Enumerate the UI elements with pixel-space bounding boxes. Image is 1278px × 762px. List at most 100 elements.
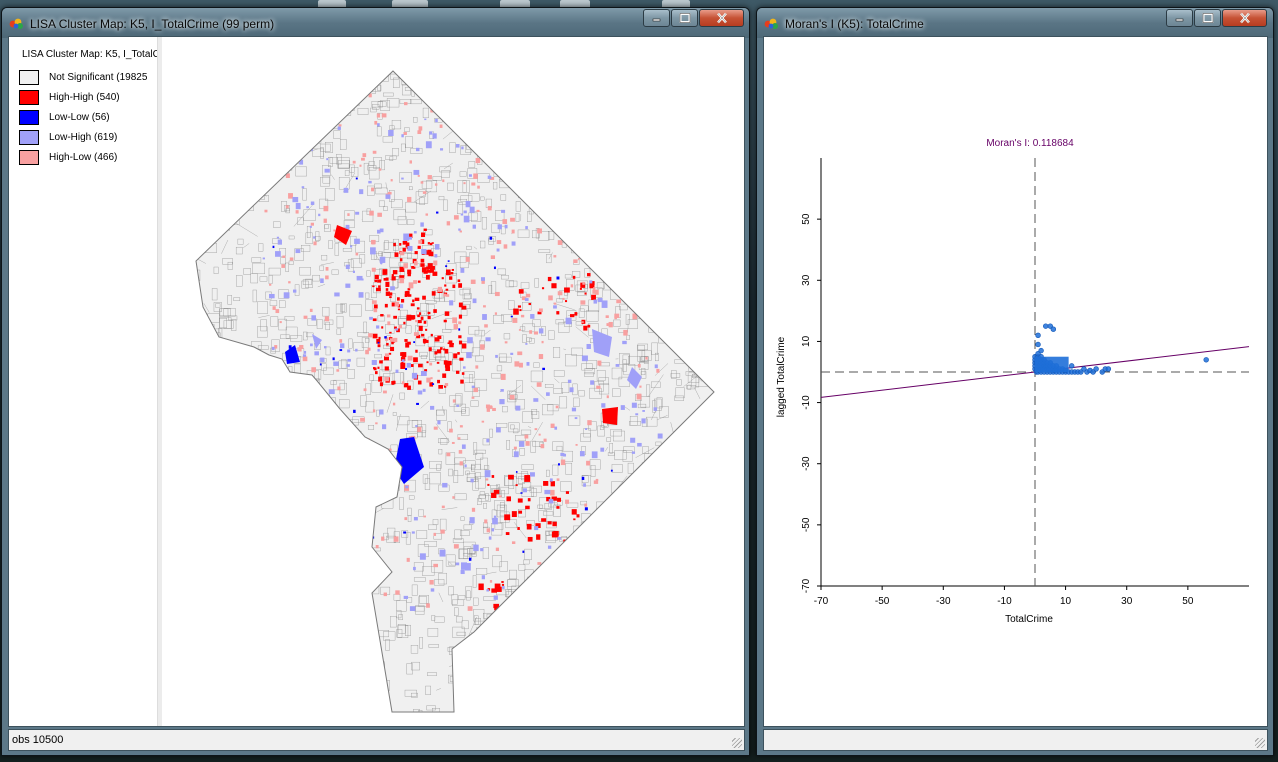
resize-grip-icon[interactable] xyxy=(732,738,742,748)
map-polygon xyxy=(552,464,559,476)
map-polygon xyxy=(556,120,570,130)
maximize-button[interactable] xyxy=(671,9,698,27)
map-polygon xyxy=(680,226,685,232)
low-high-cell xyxy=(463,215,470,223)
low-high-cell xyxy=(592,329,612,357)
low-high-cell xyxy=(343,187,349,193)
cluster-map-svg[interactable] xyxy=(162,37,744,726)
map-polygon xyxy=(255,520,260,531)
map-polygon xyxy=(706,359,714,366)
map-polygon xyxy=(507,579,519,590)
map-polygon xyxy=(249,166,261,174)
high-low-cell xyxy=(274,345,278,349)
map-polygon xyxy=(643,356,649,364)
high-low-cell xyxy=(433,426,438,430)
map-polygon xyxy=(670,83,681,90)
high-low-cell xyxy=(553,255,557,258)
map-polygon xyxy=(515,128,528,138)
maximize-button[interactable] xyxy=(1194,9,1221,27)
map-polygon xyxy=(234,149,239,159)
low-high-cell xyxy=(571,407,577,412)
legend-item[interactable]: Low-Low (56) xyxy=(19,110,157,126)
low-low-cell xyxy=(542,367,545,371)
map-polygon xyxy=(361,337,369,348)
legend-item[interactable]: Low-High (619) xyxy=(19,130,157,146)
low-high-cell xyxy=(355,348,358,352)
scatter-plot-canvas[interactable]: Moran's I: 0.118684 -70 -50 -30 -10 10 30 50 50… xyxy=(763,36,1268,727)
legend-splitter[interactable] xyxy=(157,37,162,726)
high-low-cell xyxy=(376,113,381,118)
high-low-cell xyxy=(550,423,555,428)
map-polygon xyxy=(624,231,635,240)
low-high-cell xyxy=(486,438,490,443)
moran-scatter-svg[interactable]: Moran's I: 0.118684 -70 -50 -30 -10 10 30 5050… xyxy=(764,37,1267,726)
close-button[interactable] xyxy=(1222,9,1267,27)
map-polygon xyxy=(308,82,319,86)
cluster-map[interactable] xyxy=(162,37,744,726)
low-high-cell xyxy=(492,517,498,525)
map-canvas: LISA Cluster Map: K5, I_TotalCrime (99 p… xyxy=(8,36,745,727)
high-low-cell xyxy=(459,230,462,233)
low-low-cell xyxy=(522,550,525,553)
low-high-cell xyxy=(403,233,410,241)
map-polygon xyxy=(301,280,309,289)
map-polygon xyxy=(676,666,687,677)
map-polygon xyxy=(616,596,625,603)
low-high-cell xyxy=(536,593,539,596)
high-high-cell xyxy=(433,309,437,313)
map-polygon xyxy=(533,204,544,210)
map-polygon xyxy=(686,385,696,390)
map-polygon xyxy=(621,242,626,248)
map-polygon xyxy=(468,650,477,662)
map-edge xyxy=(385,182,388,190)
titlebar[interactable]: Moran's I (K5): TotalCrime xyxy=(757,8,1273,38)
low-high-cell xyxy=(385,194,391,199)
high-high-cell xyxy=(400,352,405,356)
close-button[interactable] xyxy=(699,9,744,27)
map-polygon xyxy=(480,196,485,201)
high-high-cell xyxy=(423,320,427,324)
high-high-cell xyxy=(394,252,399,257)
low-low-cell xyxy=(405,368,408,371)
minimize-button[interactable] xyxy=(1166,9,1193,27)
low-high-cell xyxy=(395,369,399,373)
high-low-cell xyxy=(475,365,479,369)
low-high-cell xyxy=(275,402,279,406)
map-polygon xyxy=(263,641,272,645)
resize-grip-icon[interactable] xyxy=(1255,738,1265,748)
map-edge xyxy=(322,494,327,506)
high-low-cell xyxy=(441,505,445,509)
low-high-cell xyxy=(602,301,607,305)
high-low-cell xyxy=(299,344,304,349)
high-low-cell xyxy=(387,321,391,326)
map-polygon xyxy=(219,318,227,329)
moran-scatter-plot[interactable]: Moran's I: 0.118684 -70 -50 -30 -10 10 30 50 50… xyxy=(764,37,1267,726)
map-polygon xyxy=(374,183,382,189)
map-polygon xyxy=(537,504,543,509)
map-polygon xyxy=(521,486,534,497)
map-polygon xyxy=(713,102,714,113)
map-polygon xyxy=(624,704,637,712)
map-polygon xyxy=(356,516,364,525)
map-polygon xyxy=(377,458,384,468)
map-edge xyxy=(670,324,678,332)
map-polygon xyxy=(480,240,486,249)
map-polygon xyxy=(666,465,677,473)
map-polygon xyxy=(561,382,570,394)
legend-item[interactable]: High-High (540) xyxy=(19,90,157,106)
legend-item[interactable]: Not Significant (19825 xyxy=(19,70,157,86)
low-high-cell xyxy=(399,304,404,309)
map-polygon xyxy=(717,635,723,645)
titlebar[interactable]: LISA Cluster Map: K5, I_TotalCrime (99 p… xyxy=(2,8,749,38)
map-polygon xyxy=(508,479,515,489)
map-polygon xyxy=(216,623,224,632)
map-polygon xyxy=(711,74,714,82)
low-high-cell xyxy=(530,314,535,319)
map-polygon xyxy=(298,529,311,536)
high-high-cell xyxy=(407,341,411,345)
map-polygon xyxy=(492,656,499,661)
legend-item[interactable]: High-Low (466) xyxy=(19,150,157,166)
map-polygon xyxy=(700,429,705,437)
minimize-button[interactable] xyxy=(643,9,670,27)
map-polygon xyxy=(641,368,646,376)
